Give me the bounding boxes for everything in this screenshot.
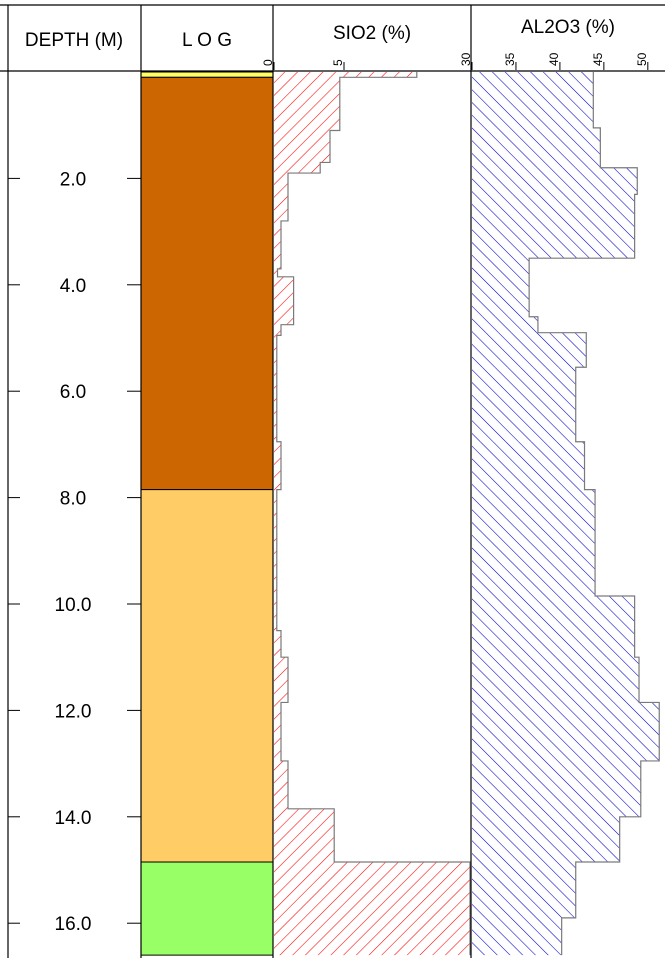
sio2-tick-label-5: 5: [331, 59, 345, 66]
depth-label-8: 8.0: [60, 489, 86, 510]
sio2-step-17: [274, 808, 335, 863]
sio2-step-15: [274, 702, 281, 761]
al2o3-tick-label-30: 30: [459, 52, 473, 66]
sio2-tick-label-0: 0: [261, 59, 275, 66]
al2o3-tick-label-45: 45: [591, 52, 605, 66]
depth-label-6: 6.0: [60, 382, 86, 403]
sio2-step-5: [274, 173, 288, 221]
al2o3-tick-label-50: 50: [635, 52, 649, 66]
sio2-step-14: [274, 657, 288, 703]
al2o3-step-8: [472, 367, 576, 442]
sio2-header: SIO2 (%): [333, 23, 411, 44]
al2o3-step-2: [472, 127, 601, 168]
sio2-step-10: [274, 335, 277, 442]
depth-label-16: 16.0: [55, 914, 92, 935]
depth-label-2: 2.0: [60, 169, 86, 190]
depth-header: DEPTH (M): [25, 30, 123, 51]
al2o3-tick-label-35: 35: [503, 52, 517, 66]
sio2-step-2: [274, 77, 340, 131]
al2o3-step-6: [472, 316, 538, 333]
depth-label-4: 4.0: [60, 276, 86, 297]
al2o3-step-15: [472, 816, 620, 863]
sio2-step-13: [274, 630, 281, 658]
sio2-step-4: [274, 162, 321, 174]
al2o3-step-13: [472, 702, 660, 761]
sio2-step-12: [274, 489, 277, 631]
sio2-step-3: [274, 130, 330, 163]
al2o3-step-10: [472, 489, 596, 597]
sio2-step-1: [274, 72, 417, 78]
al2o3-step-17: [472, 917, 562, 956]
al2o3-header: AL2O3 (%): [521, 17, 615, 38]
depth-label-14: 14.0: [55, 808, 92, 829]
al2o3-step-1: [472, 72, 594, 128]
sio2-step-7: [274, 268, 278, 277]
log-layer-3: [140, 489, 274, 863]
al2o3-step-4: [472, 194, 635, 259]
al2o3-outline: [528, 72, 660, 956]
sio2-step-9: [274, 324, 281, 336]
al2o3-step-5: [472, 258, 530, 317]
log-header: L O G: [182, 30, 232, 51]
log-layers: [140, 71, 274, 956]
depth-label-10: 10.0: [55, 595, 92, 616]
log-layer-4: [140, 861, 274, 956]
column-frame: [0, 4, 665, 958]
al2o3-tick-label-40: 40: [547, 52, 561, 66]
al2o3-step-3: [472, 167, 638, 195]
al2o3-series: [472, 72, 660, 956]
al2o3-step-14: [472, 760, 641, 817]
depth-ticks: 2.0 4.0 6.0 8.0 10.0 12.0 14.0 16.0: [8, 169, 141, 935]
depth-label-12: 12.0: [55, 701, 92, 722]
sio2-outline: [276, 72, 471, 956]
log-layer-1: [140, 71, 274, 78]
sio2-step-18: [274, 862, 470, 956]
sio2-step-8: [274, 276, 294, 325]
al2o3-step-11: [472, 596, 635, 658]
sio2-series: [274, 72, 471, 956]
al2o3-step-16: [472, 862, 576, 918]
al2o3-step-12: [472, 657, 640, 703]
al2o3-ticks: 30 35 40 45 50: [459, 52, 649, 70]
sio2-step-11: [274, 441, 281, 490]
sio2-step-6: [274, 220, 281, 269]
al2o3-step-7: [472, 332, 587, 368]
log-layer-2: [140, 76, 274, 491]
sio2-step-16: [274, 760, 288, 809]
al2o3-step-9: [472, 441, 585, 490]
